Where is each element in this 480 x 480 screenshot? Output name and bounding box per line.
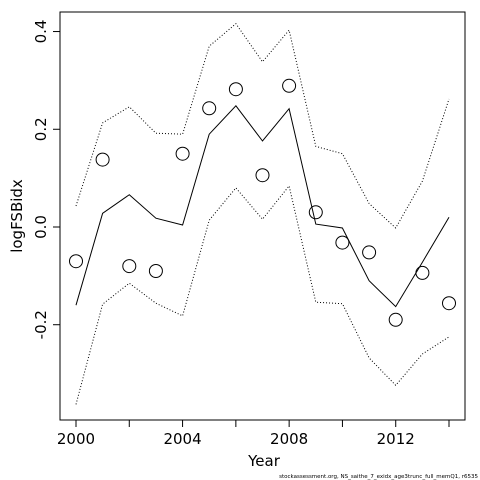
y-tick-label: 0.4: [32, 20, 50, 44]
upper-confidence-line: [75, 22, 450, 229]
y-axis: -0.2 0.0 0.2 0.4: [32, 20, 61, 339]
fitted-line: [75, 105, 450, 308]
x-axis-title: Year: [247, 452, 281, 470]
plot-frame: [59, 11, 466, 421]
observed-point: [95, 152, 110, 167]
x-tick-label: 2008: [270, 430, 308, 448]
footnote: stockassessment.org, NS_saithe_7_exidx_a…: [279, 474, 478, 480]
y-axis-title: logFSBidx: [8, 179, 26, 253]
observed-point: [388, 312, 403, 327]
y-tick-label: 0.2: [32, 117, 50, 141]
observed-point: [308, 205, 323, 220]
upper-band-layer: [75, 22, 450, 229]
y-tick-label: -0.2: [32, 310, 50, 339]
lower-band-layer: [75, 184, 450, 405]
y-tick-label: 0.0: [32, 215, 50, 239]
x-tick-label: 2012: [377, 430, 415, 448]
observed-point: [415, 265, 430, 280]
observed-point: [255, 168, 270, 183]
observed-point: [202, 101, 217, 116]
observed-point: [69, 254, 83, 269]
x-tick-label: 2000: [57, 430, 95, 448]
observed-point: [148, 264, 163, 278]
observed-point: [335, 235, 350, 250]
lower-confidence-line: [75, 184, 450, 405]
observed-point: [228, 82, 243, 97]
x-tick-label: 2004: [163, 430, 201, 448]
observed-point: [442, 296, 456, 311]
fit-layer: [75, 105, 450, 308]
x-axis: 2000 2004 2008 2012: [57, 419, 450, 448]
points-layer: [69, 78, 456, 327]
observed-point: [362, 245, 377, 260]
observed-point: [175, 146, 190, 161]
observed-point: [282, 78, 297, 93]
observed-point: [122, 259, 137, 274]
